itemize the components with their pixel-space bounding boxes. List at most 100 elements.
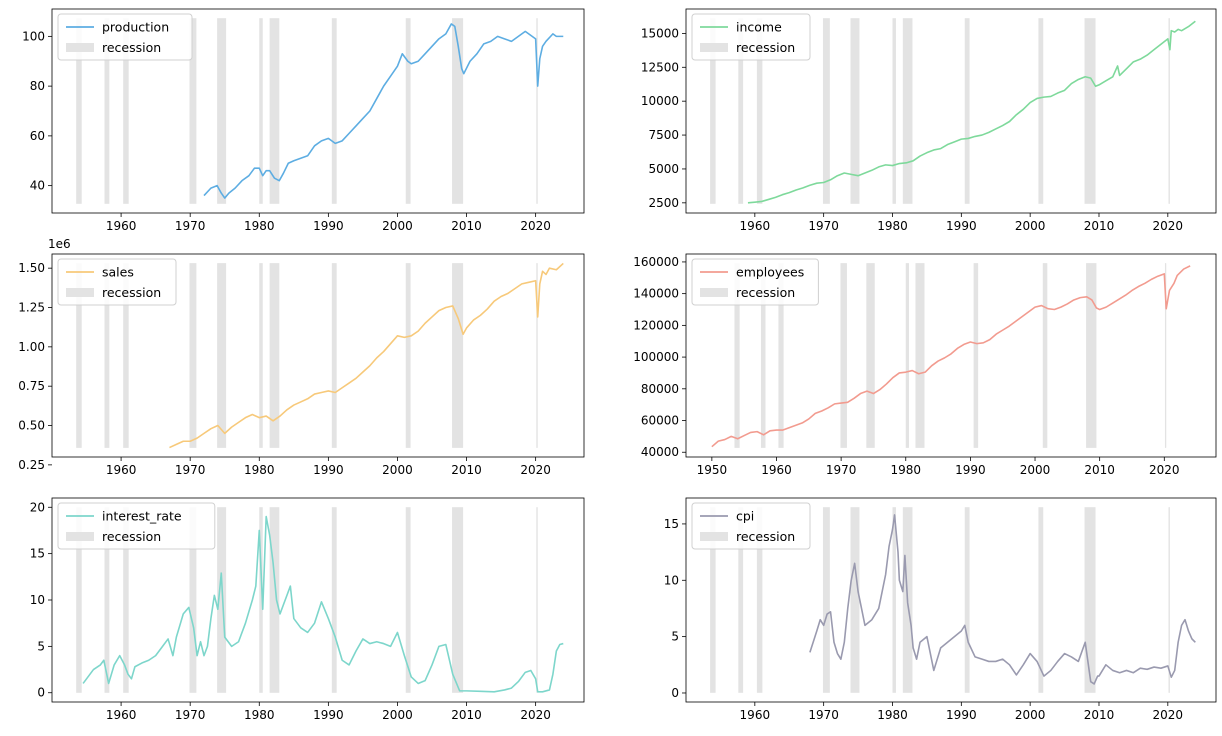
recession-band bbox=[217, 263, 227, 448]
y-tick-label: 1.00 bbox=[18, 340, 45, 354]
recession-band bbox=[822, 18, 830, 204]
y-tick-label: 0 bbox=[37, 686, 45, 700]
recession-band bbox=[405, 18, 411, 204]
y-tick-label: 100 bbox=[22, 29, 45, 43]
legend-recession-swatch bbox=[700, 288, 728, 297]
recession-band bbox=[850, 18, 860, 204]
plot-area bbox=[76, 262, 564, 449]
recession-band bbox=[892, 18, 896, 204]
plot-area bbox=[710, 507, 1196, 693]
panel-cpi: 1960 1970 1980 1990 2000 2010 2020 0 5 10 15 cpi rec… bbox=[664, 497, 1217, 722]
recession-band bbox=[452, 263, 464, 448]
recession-band bbox=[217, 18, 227, 204]
recession-band bbox=[892, 507, 896, 693]
x-tick-label: 2010 bbox=[451, 708, 482, 722]
y-tick-label: 80 bbox=[30, 79, 45, 93]
legend-label-recession: recession bbox=[736, 285, 795, 300]
series-line-sales bbox=[169, 262, 564, 449]
recession-band bbox=[915, 263, 925, 448]
y-tick-label: 15000 bbox=[641, 26, 679, 40]
x-tick-label: 2000 bbox=[382, 219, 413, 233]
recession-band bbox=[189, 507, 197, 693]
legend: employees recession bbox=[691, 258, 819, 306]
recession-band bbox=[536, 263, 538, 448]
legend: income recession bbox=[691, 13, 811, 61]
plot-area bbox=[76, 507, 564, 693]
legend-label-series: production bbox=[102, 20, 169, 35]
recession-band bbox=[259, 507, 263, 693]
recession-band bbox=[738, 507, 744, 693]
x-tick-label: 1990 bbox=[955, 463, 986, 477]
x-tick-label: 1960 bbox=[106, 463, 137, 477]
x-tick-label: 2010 bbox=[451, 219, 482, 233]
x-tick-label: 2000 bbox=[1015, 219, 1046, 233]
recession-band bbox=[778, 263, 784, 448]
recession-band bbox=[756, 507, 763, 693]
recession-band bbox=[710, 507, 716, 693]
x-tick-label: 1990 bbox=[946, 219, 977, 233]
x-tick-label: 1960 bbox=[761, 463, 792, 477]
legend-label-recession: recession bbox=[102, 529, 161, 544]
recession-band bbox=[104, 263, 110, 448]
panel-interest_rate: 1960 1970 1980 1990 2000 2010 2020 0 5 10 15 20 inte… bbox=[30, 497, 585, 722]
x-tick-label: 1990 bbox=[313, 708, 344, 722]
plot-area bbox=[711, 263, 1191, 448]
x-tick-label: 2020 bbox=[520, 708, 551, 722]
legend: cpi recession bbox=[691, 502, 811, 550]
x-tick-label: 1970 bbox=[175, 463, 206, 477]
recession-band bbox=[1042, 263, 1048, 448]
x-tick-label: 1980 bbox=[877, 219, 908, 233]
x-tick-label: 1980 bbox=[244, 463, 275, 477]
y-tick-label: 0 bbox=[671, 686, 679, 700]
recession-band bbox=[452, 18, 464, 204]
y-tick-label: 2500 bbox=[648, 196, 679, 210]
series-line-production bbox=[203, 23, 564, 199]
recession-band bbox=[405, 507, 411, 693]
recession-band bbox=[76, 263, 82, 448]
y-tick-label: 10 bbox=[30, 593, 45, 607]
recession-band bbox=[760, 263, 766, 448]
x-tick-label: 2020 bbox=[520, 219, 551, 233]
legend-label-recession: recession bbox=[102, 40, 161, 55]
legend-label-series: interest_rate bbox=[102, 509, 182, 524]
recession-band bbox=[331, 18, 337, 204]
recession-band bbox=[738, 18, 744, 204]
recession-band bbox=[1086, 263, 1097, 448]
y-tick-label: 15 bbox=[30, 547, 45, 561]
y-tick-label: 140000 bbox=[633, 287, 679, 301]
series-line-interest_rate bbox=[82, 515, 564, 693]
panel-employees: 1950 1960 1970 1980 1990 2000 2010 2020 40000 600… bbox=[633, 253, 1217, 477]
legend-label-series: sales bbox=[102, 265, 134, 280]
y-tick-label: 12500 bbox=[641, 60, 679, 74]
recession-band bbox=[331, 263, 337, 448]
panel-sales: 1960 1970 1980 1990 2000 2010 2020 0.25 0.50 0.75… bbox=[18, 237, 585, 477]
recession-band bbox=[76, 18, 82, 204]
x-tick-label: 1980 bbox=[877, 708, 908, 722]
y-tick-label: 160000 bbox=[633, 255, 679, 269]
y-tick-label: 80000 bbox=[641, 382, 679, 396]
plot-area bbox=[710, 18, 1196, 204]
recession-band bbox=[269, 18, 280, 204]
y-tick-label: 0.50 bbox=[18, 419, 45, 433]
x-tick-label: 2000 bbox=[382, 463, 413, 477]
axes-frame bbox=[685, 253, 1217, 458]
y-tick-label: 15 bbox=[664, 517, 679, 531]
y-tick-label: 0.25 bbox=[18, 458, 45, 472]
x-tick-label: 1990 bbox=[313, 463, 344, 477]
x-tick-label: 1990 bbox=[313, 219, 344, 233]
x-tick-label: 2000 bbox=[1015, 708, 1046, 722]
recession-band bbox=[866, 263, 875, 448]
y-tick-label: 7500 bbox=[648, 128, 679, 142]
x-tick-label: 1970 bbox=[808, 219, 839, 233]
recession-band bbox=[536, 507, 538, 693]
x-tick-label: 2020 bbox=[1149, 463, 1180, 477]
recession-band bbox=[756, 18, 763, 204]
recession-band bbox=[189, 18, 197, 204]
recession-band bbox=[123, 507, 129, 693]
recession-band bbox=[104, 18, 110, 204]
recession-band bbox=[822, 507, 830, 693]
plot-area bbox=[76, 18, 564, 204]
y-tick-label: 10000 bbox=[641, 94, 679, 108]
recession-band bbox=[1168, 18, 1170, 204]
axes-frame bbox=[51, 8, 585, 214]
